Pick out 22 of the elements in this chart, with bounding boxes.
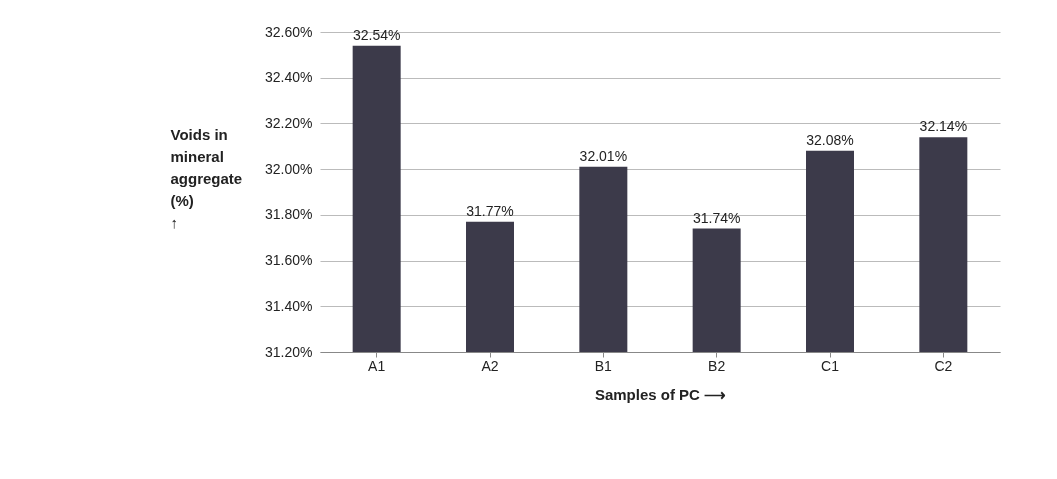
y-axis-title: Voids in mineral aggregate (%) ↑ <box>170 125 243 231</box>
data-label: 31.74% <box>692 209 741 226</box>
data-label: 32.01% <box>579 147 628 164</box>
y-tick-label: 32.40% <box>265 69 313 86</box>
data-label: 31.77% <box>466 202 514 219</box>
y-tick-label: 32.00% <box>265 160 313 177</box>
data-label: 32.08% <box>806 131 854 148</box>
y-tick-label: 31.80% <box>265 206 313 223</box>
data-label: 32.54% <box>352 26 401 43</box>
y-tick-label: 32.20% <box>265 114 313 131</box>
x-tick-label: A2 <box>481 357 499 374</box>
y-tick-label: 31.40% <box>265 297 313 314</box>
x-tick-label: C2 <box>934 357 953 374</box>
y-tick-label: 31.60% <box>265 252 313 269</box>
x-axis-title: Samples of PC ⟶ <box>594 385 727 403</box>
x-tick-label: B2 <box>708 357 726 374</box>
x-tick-label: A1 <box>368 357 386 374</box>
x-tick-label: C1 <box>821 357 840 374</box>
data-label: 32.14% <box>919 118 968 135</box>
x-tick-label: B1 <box>594 357 613 374</box>
y-tick-label: 31.20% <box>265 343 313 360</box>
y-tick-label: 32.60% <box>265 23 313 40</box>
